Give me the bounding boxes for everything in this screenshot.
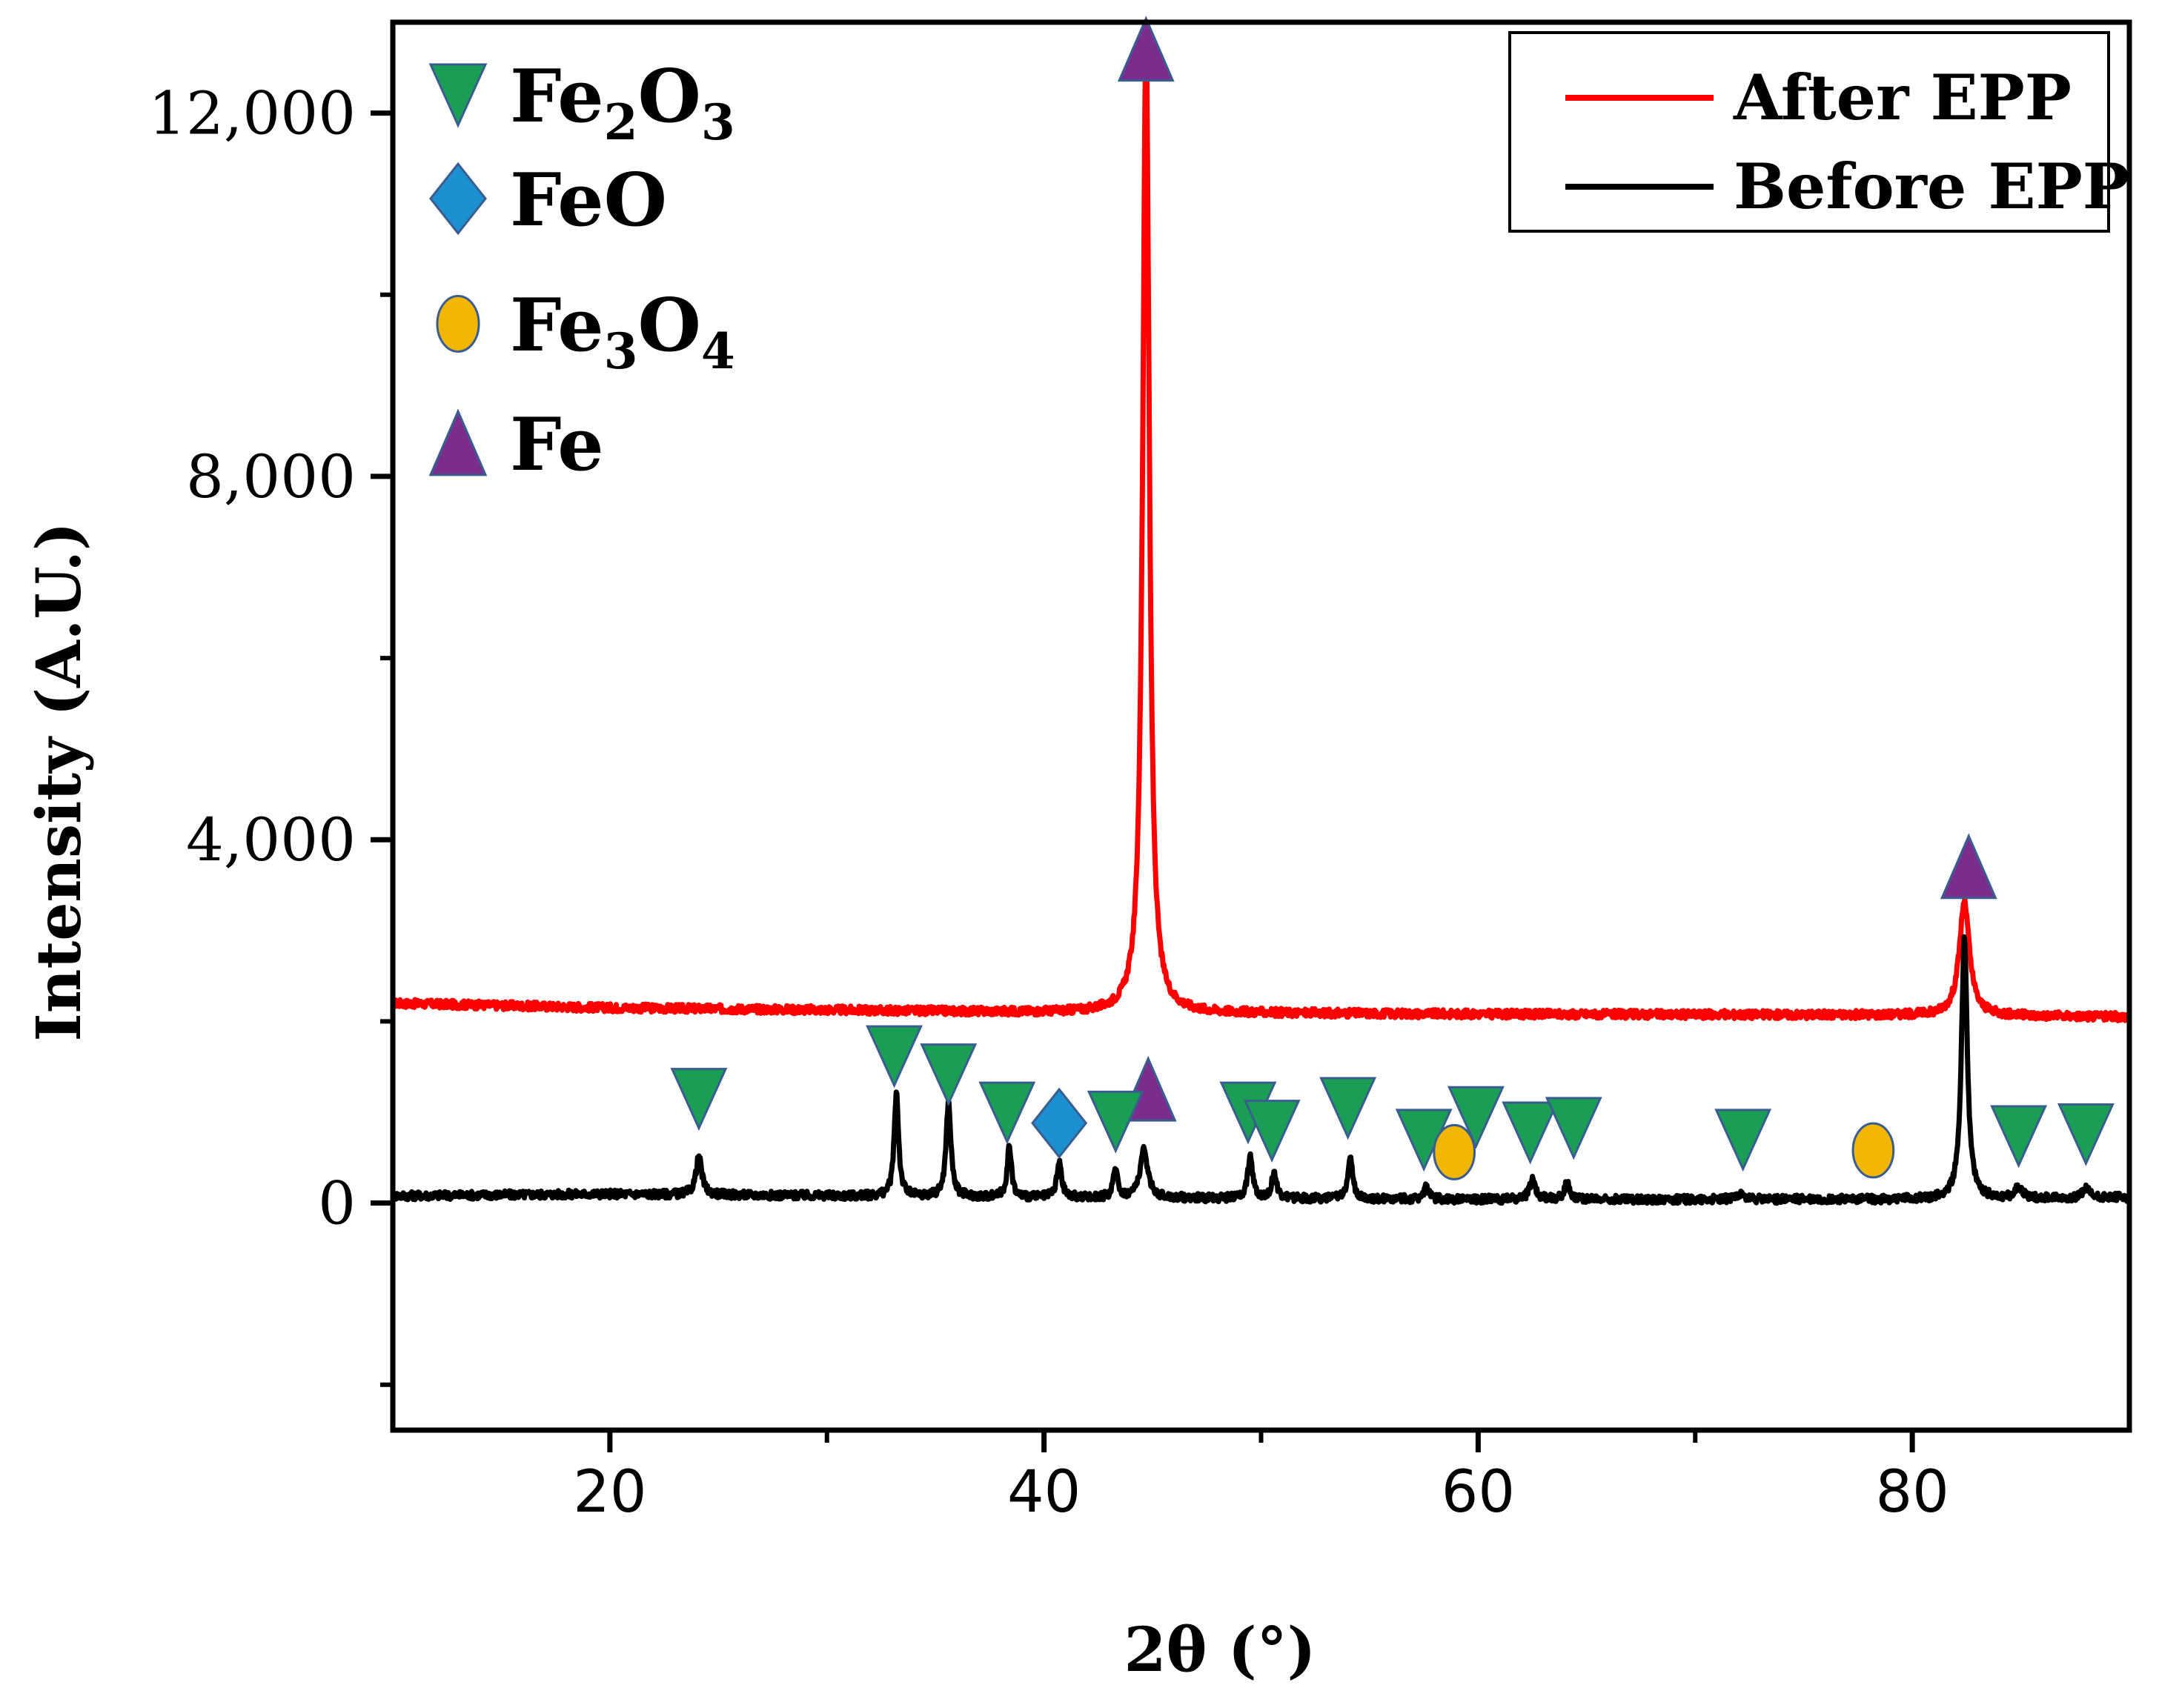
peak-marker-fe2o3-triangle-down <box>920 1043 978 1107</box>
y-axis-title: Intensity (A.U.) <box>24 522 95 1041</box>
phase-legend-text: Fe <box>510 402 604 488</box>
phase-legend-text: O <box>638 283 701 368</box>
phase-legend-label: Fe3O4 <box>510 283 735 380</box>
peak-marker-fe2o3-triangle-down <box>978 1081 1036 1145</box>
peak-marker-fe2o3-triangle-down <box>2057 1103 2115 1166</box>
series-line-before-epp <box>390 934 2132 1206</box>
x-tick-label: 80 <box>1875 1459 1949 1526</box>
peak-marker-fe2o3-triangle-down <box>1714 1109 1772 1172</box>
x-tick-label: 20 <box>573 1459 646 1526</box>
peak-marker-fe2o3-triangle-down <box>866 1025 923 1089</box>
legend-label: After EPP <box>1733 61 2072 134</box>
y-tick-label: 0 <box>318 1169 356 1238</box>
x-axis-title: 2θ (°) <box>1124 1615 1316 1686</box>
phase-legend-text: Fe <box>510 54 604 139</box>
peak-marker-fe2o3-triangle-down <box>1502 1101 1559 1165</box>
x-tick-label: 60 <box>1442 1459 1515 1526</box>
phase-legend-symbol-triangle-down <box>428 63 488 128</box>
legend-box <box>1508 31 2110 233</box>
y-tick-label: 12,000 <box>148 79 356 148</box>
phase-legend-text: FeO <box>510 158 667 243</box>
phase-legend-symbol-triangle-up <box>428 408 488 476</box>
peak-marker-fe2o3-triangle-down <box>1545 1097 1602 1160</box>
phase-legend-text: O <box>638 54 701 139</box>
phase-legend-symbol-ellipse <box>436 295 480 353</box>
phase-legend-text: Fe <box>510 283 604 368</box>
series-legend: After EPP Before EPP <box>1508 31 2129 233</box>
peak-marker-fe2o3-triangle-down <box>1990 1105 2048 1169</box>
peak-marker-fe3o4-ellipse <box>1851 1122 1895 1179</box>
phase-legend-label: Fe2O3 <box>510 54 735 151</box>
phase-legend-label: Fe <box>510 402 604 488</box>
phase-legend-subscript: 2 <box>604 93 638 151</box>
legend-label: Before EPP <box>1734 150 2129 223</box>
peak-marker-fe3o4-ellipse <box>1433 1123 1476 1180</box>
peak-marker-feo-diamond <box>1031 1087 1088 1159</box>
x-tick-label: 40 <box>1007 1459 1081 1526</box>
y-tick-label: 8,000 <box>186 442 356 511</box>
peak-marker-fe2o3-triangle-down <box>1447 1086 1505 1149</box>
axes-layer: 20 40 60 80 0 4,000 8,000 12,000 <box>148 19 2132 1526</box>
peak-marker-fe-triangle-up <box>1117 16 1175 82</box>
phase-legend-symbol-diamond <box>429 162 487 236</box>
series-line-after-epp <box>391 31 2132 1023</box>
phase-legend-label: FeO <box>510 158 667 243</box>
series-layer <box>390 31 2132 1206</box>
phase-legend-subscript: 4 <box>701 322 735 380</box>
phase-legend-subscript: 3 <box>701 93 735 151</box>
peak-marker-fe2o3-triangle-down <box>1087 1090 1144 1154</box>
peak-marker-fe2o3-triangle-down <box>1243 1100 1301 1163</box>
y-tick-label: 4,000 <box>186 805 356 874</box>
peak-marker-fe2o3-triangle-down <box>670 1068 728 1132</box>
peak-marker-fe2o3-triangle-down <box>1319 1077 1377 1140</box>
phase-legend-subscript: 3 <box>604 322 638 380</box>
marker-layer <box>670 16 2115 1180</box>
peak-marker-fe-triangle-up <box>1940 833 1997 900</box>
